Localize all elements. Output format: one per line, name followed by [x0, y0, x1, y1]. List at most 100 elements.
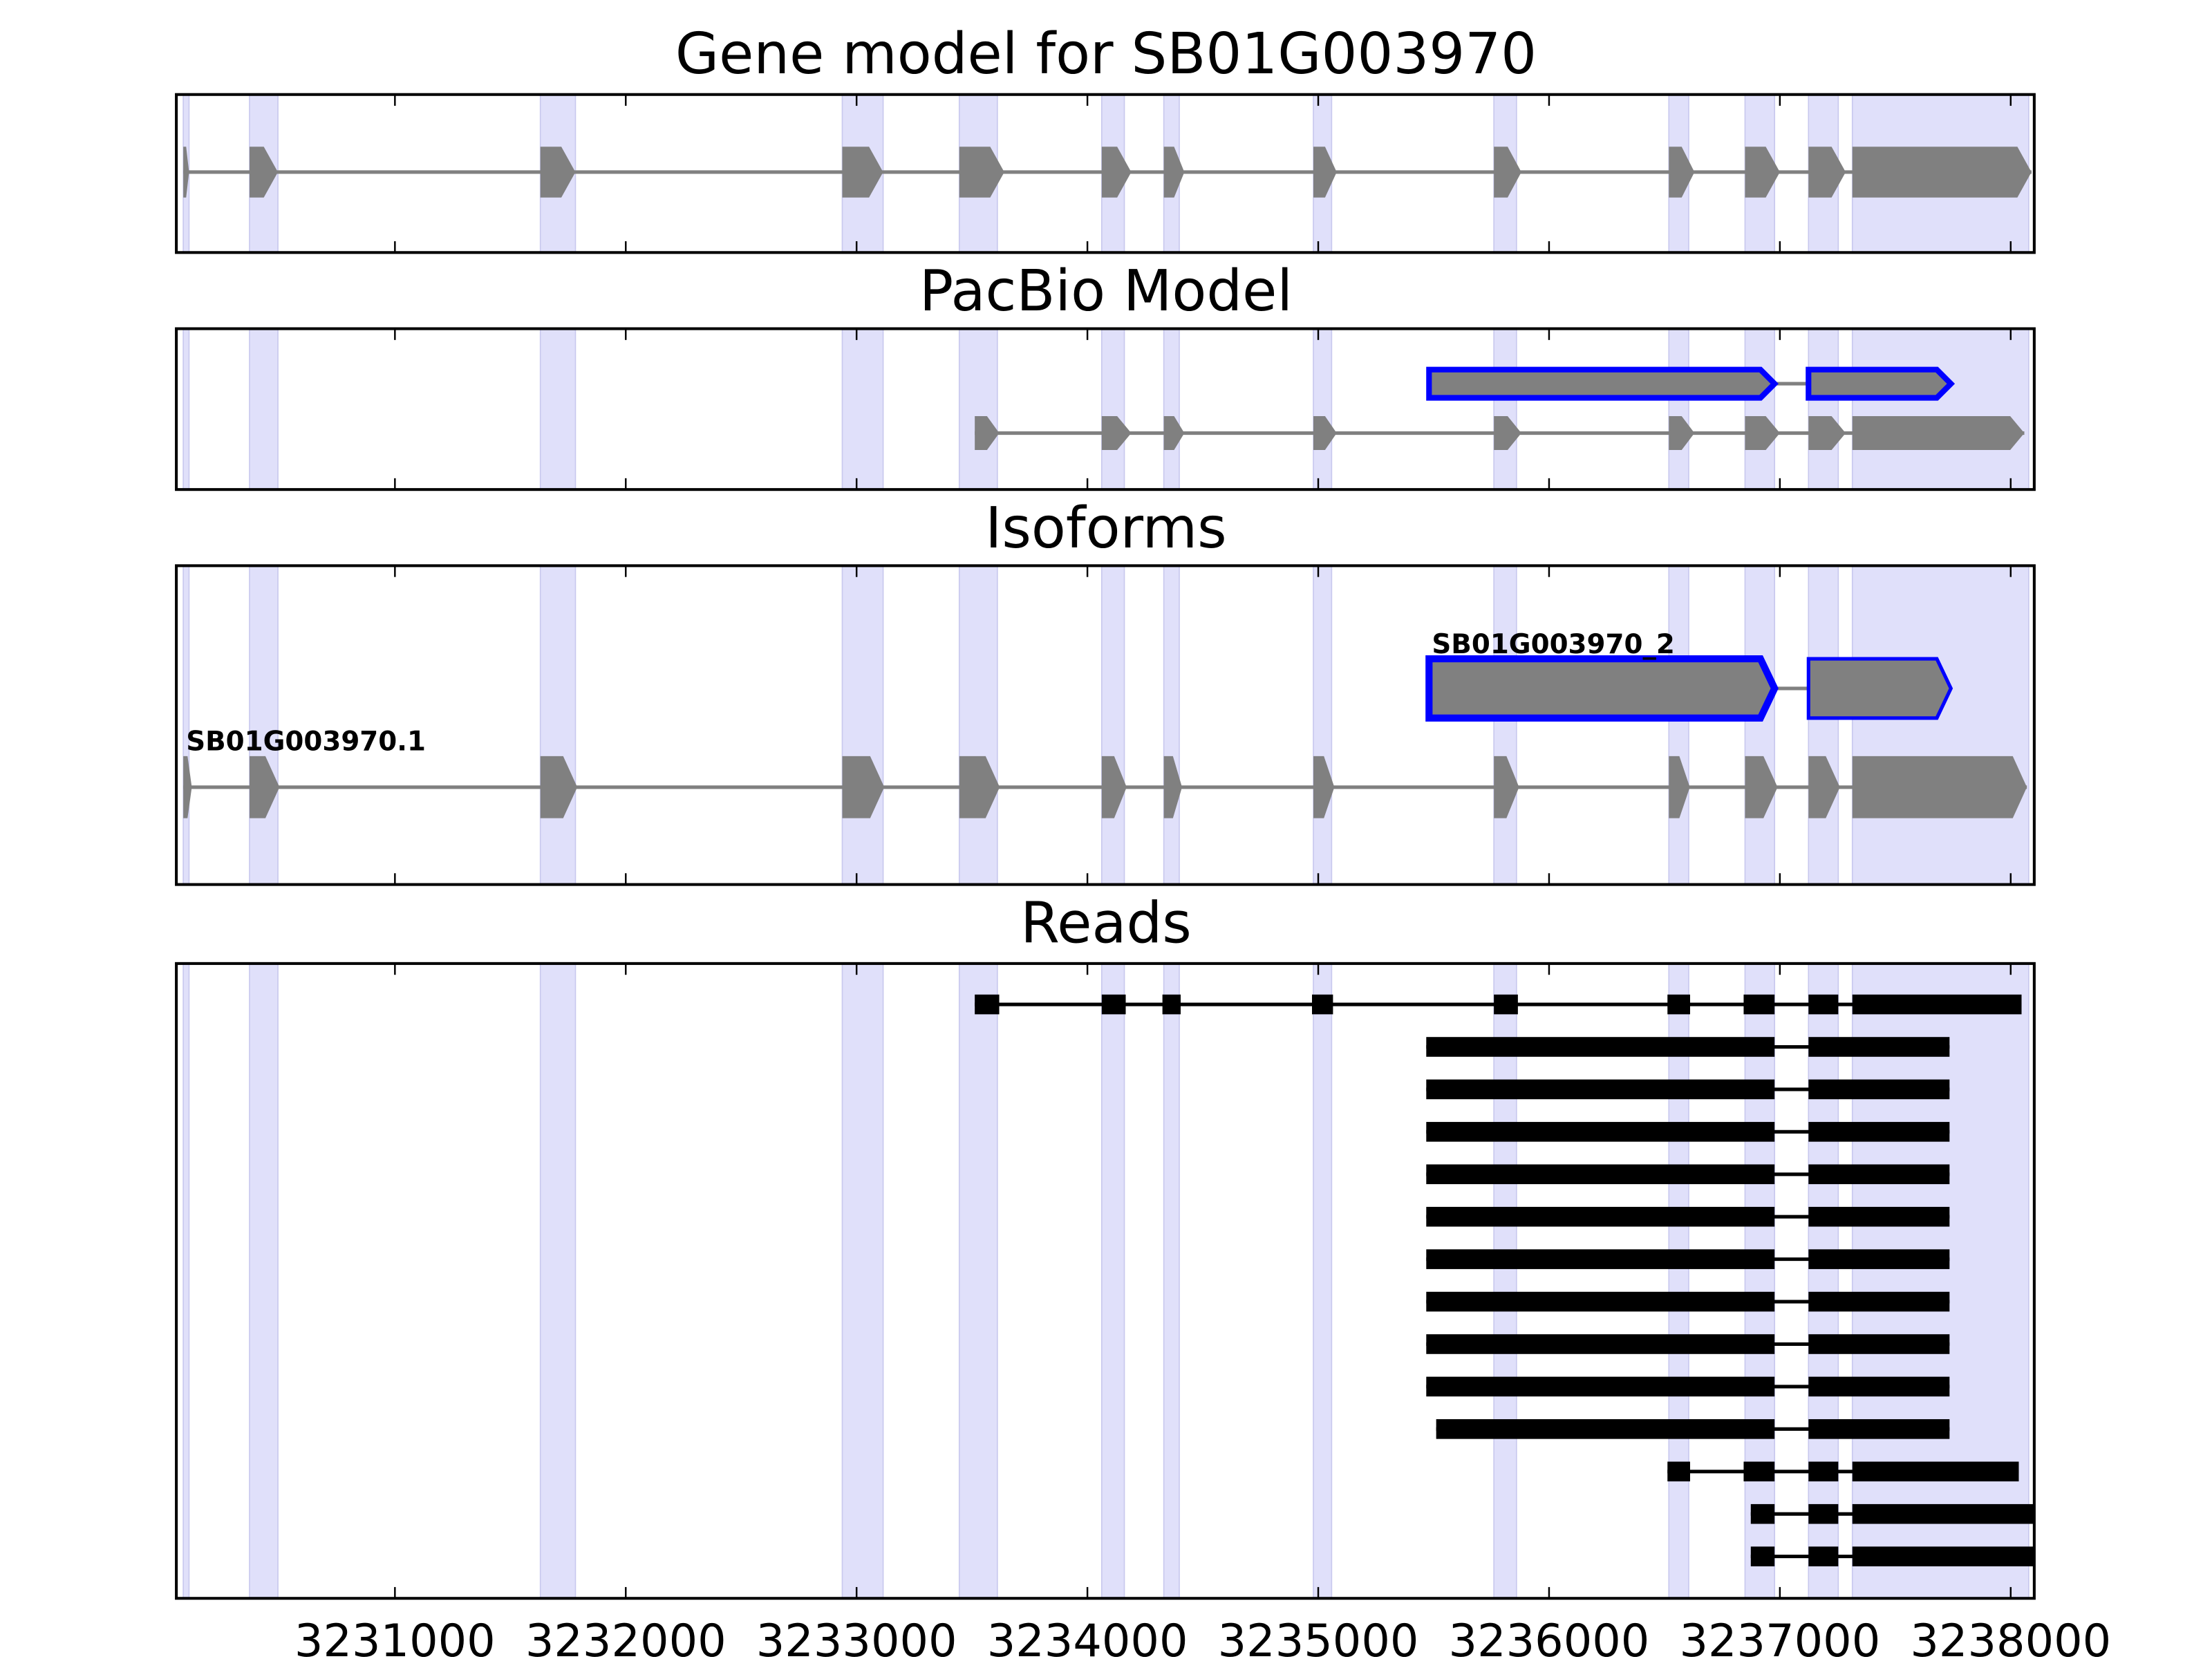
exon: [1669, 416, 1695, 451]
isoform-label: SB01G003970.1: [186, 727, 426, 758]
highlight-region: [1808, 565, 1839, 885]
exon: [1494, 416, 1521, 451]
exon: [1494, 756, 1519, 818]
highlight-region: [1851, 963, 2030, 1600]
isoform-label: SB01G003970_2: [1432, 629, 1674, 660]
exon: [1745, 756, 1778, 818]
read-block: [1162, 994, 1181, 1015]
read-block: [1808, 1376, 1950, 1397]
highlight-region: [1100, 565, 1125, 885]
highlight-region: [1313, 565, 1333, 885]
read-block: [1808, 994, 1839, 1015]
read-block: [1426, 1291, 1775, 1312]
read-block: [1808, 1334, 1950, 1354]
read-block: [1750, 1503, 1775, 1524]
highlight-region: [539, 328, 577, 490]
read-block: [1426, 1249, 1775, 1269]
exon: [249, 147, 279, 198]
read-block: [1852, 994, 2022, 1015]
exon: [1494, 147, 1521, 198]
read-block: [1808, 1079, 1950, 1100]
exon: [842, 147, 883, 198]
highlight-region: [1313, 328, 1333, 490]
highlight-region: [958, 328, 998, 490]
highlight-region: [1493, 565, 1517, 885]
x-tick-label: 3234000: [987, 1615, 1188, 1659]
read-block: [1852, 1503, 2034, 1524]
highlight-region: [1313, 963, 1333, 1600]
novel-exon: [1806, 366, 1956, 401]
read-block: [1808, 1419, 1950, 1439]
highlight-region: [1744, 328, 1776, 490]
exon: [1745, 147, 1780, 198]
highlight-region: [182, 963, 190, 1600]
panel-frame: [175, 93, 2036, 254]
read-block: [1750, 1546, 1775, 1566]
read-block: [1426, 1122, 1775, 1142]
highlight-region: [249, 328, 279, 490]
exon: [1808, 147, 1846, 198]
read-block: [1436, 1419, 1775, 1439]
highlight-region: [1100, 328, 1125, 490]
x-tick-label: 3233000: [756, 1615, 957, 1659]
highlight-region: [1163, 328, 1180, 490]
highlight-region: [841, 565, 884, 885]
read-block: [1808, 1164, 1950, 1185]
highlight-region: [539, 565, 577, 885]
x-tick-label: 3232000: [525, 1615, 727, 1659]
read-block: [1808, 1291, 1950, 1312]
highlight-region: [1163, 963, 1180, 1600]
x-tick-label: 3238000: [1910, 1615, 2111, 1659]
panel-frame: [175, 327, 2036, 491]
read-block: [1101, 994, 1126, 1015]
read-block: [1426, 1376, 1775, 1397]
novel-exon: [1426, 366, 1779, 401]
panel-frame: [175, 564, 2036, 886]
highlight-region: [1744, 963, 1776, 1600]
novel-exon: [1425, 655, 1779, 722]
read-block: [1667, 1461, 1690, 1482]
exon: [959, 147, 1004, 198]
exon: [1313, 756, 1335, 818]
highlight-region: [1744, 565, 1776, 885]
panel-title-pacbio-model: PacBio Model: [919, 259, 1293, 324]
read-block: [1852, 1546, 2034, 1566]
read-block: [1808, 1249, 1950, 1269]
panel-title-gene-model: Gene model for SB01G003970: [675, 21, 1537, 87]
exon: [249, 756, 280, 818]
x-tick-label: 3235000: [1218, 1615, 1419, 1659]
exon: [1313, 416, 1337, 451]
read-block: [1494, 994, 1518, 1015]
highlight-region: [841, 328, 884, 490]
read-block: [1426, 1037, 1775, 1057]
read-block: [1426, 1334, 1775, 1354]
read-block: [1852, 1461, 2019, 1482]
highlight-region: [1668, 963, 1689, 1600]
x-tick-label: 3231000: [294, 1615, 496, 1659]
panel-title-reads: Reads: [1020, 890, 1192, 956]
panel-title-isoforms: Isoforms: [985, 496, 1226, 561]
exon: [1808, 756, 1840, 818]
highlight-region: [1668, 328, 1689, 490]
exon: [1669, 756, 1690, 818]
highlight-region: [1493, 963, 1517, 1600]
exon: [1852, 756, 2027, 818]
exon: [1745, 416, 1780, 451]
exon: [1852, 147, 2032, 198]
exon: [975, 416, 1000, 451]
read-block: [1808, 1122, 1950, 1142]
exon: [183, 756, 192, 818]
exon: [1163, 147, 1185, 198]
read-block: [1426, 1164, 1775, 1185]
plot-layer: SB01G003970_2 SB01G003970.1 3231000 3232000…: [175, 93, 2111, 1659]
exon: [959, 756, 1000, 818]
highlight-region: [1851, 565, 2030, 885]
read-block: [1808, 1546, 1839, 1566]
x-tick-label: 3237000: [1679, 1615, 1880, 1659]
read-block: [1743, 994, 1775, 1015]
novel-exon: [1806, 657, 1953, 720]
highlight-region: [1163, 565, 1180, 885]
highlight-region: [1100, 963, 1125, 1600]
highlight-region: [249, 963, 279, 1600]
x-tick-label: 3236000: [1449, 1615, 1650, 1659]
